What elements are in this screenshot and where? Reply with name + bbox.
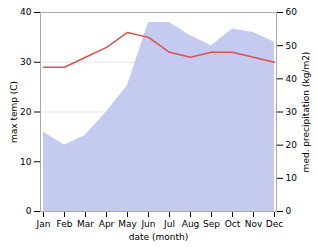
svg-text:Feb: Feb <box>57 219 73 229</box>
svg-text:Jul: Jul <box>163 219 175 229</box>
svg-text:10: 10 <box>286 173 298 183</box>
svg-text:60: 60 <box>286 7 298 17</box>
svg-text:Oct: Oct <box>225 219 241 229</box>
svg-text:0: 0 <box>286 206 292 216</box>
svg-text:Jan: Jan <box>36 219 51 229</box>
svg-text:40: 40 <box>20 7 32 17</box>
svg-text:Mar: Mar <box>77 219 94 229</box>
svg-text:20: 20 <box>20 107 32 117</box>
svg-text:Apr: Apr <box>99 219 115 229</box>
svg-text:date (month): date (month) <box>129 232 188 242</box>
svg-text:30: 30 <box>20 57 32 67</box>
svg-text:med. precipitation (kg/m2): med. precipitation (kg/m2) <box>301 52 311 173</box>
svg-text:40: 40 <box>286 74 298 84</box>
svg-text:0: 0 <box>26 206 32 216</box>
svg-text:50: 50 <box>286 41 298 51</box>
svg-text:Jun: Jun <box>140 219 155 229</box>
svg-text:30: 30 <box>286 107 298 117</box>
svg-text:Dec: Dec <box>266 219 283 229</box>
svg-text:Sep: Sep <box>203 219 220 229</box>
svg-text:May: May <box>118 219 137 229</box>
svg-text:10: 10 <box>20 157 32 167</box>
svg-text:Nov: Nov <box>245 219 263 229</box>
svg-text:max temp (C): max temp (C) <box>9 81 19 143</box>
svg-text:Aug: Aug <box>182 219 200 229</box>
svg-text:20: 20 <box>286 140 298 150</box>
